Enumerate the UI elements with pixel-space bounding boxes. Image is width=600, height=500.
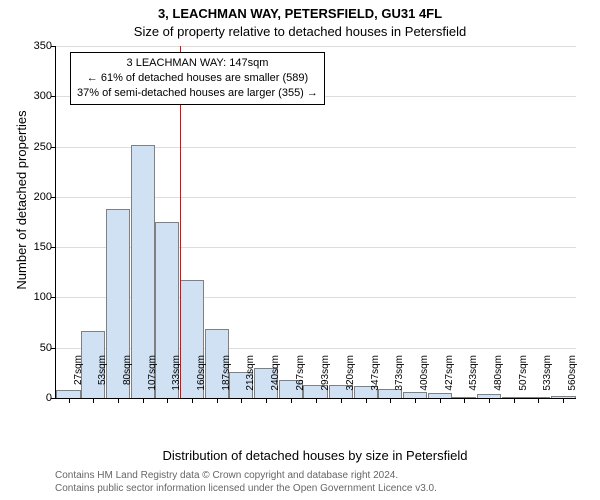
xtick-label: 320sqm xyxy=(345,355,356,405)
xtick-label: 347sqm xyxy=(370,355,381,405)
xtick-label: 80sqm xyxy=(122,355,133,405)
ytick-label: 250 xyxy=(22,141,52,153)
xtick-mark xyxy=(538,398,539,403)
xtick-mark xyxy=(514,398,515,403)
xtick-label: 160sqm xyxy=(196,355,207,405)
xtick-mark xyxy=(143,398,144,403)
xtick-mark xyxy=(316,398,317,403)
xtick-label: 373sqm xyxy=(394,355,405,405)
annotation-line: 37% of semi-detached houses are larger (… xyxy=(77,86,318,101)
ytick-label: 300 xyxy=(22,90,52,102)
xtick-mark xyxy=(366,398,367,403)
ytick-label: 100 xyxy=(22,291,52,303)
xtick-mark xyxy=(291,398,292,403)
xtick-mark xyxy=(118,398,119,403)
ytick-label: 0 xyxy=(22,392,52,404)
xtick-mark xyxy=(266,398,267,403)
xtick-label: 480sqm xyxy=(493,355,504,405)
xtick-label: 240sqm xyxy=(270,355,281,405)
xtick-label: 560sqm xyxy=(567,355,578,405)
chart-title-line2: Size of property relative to detached ho… xyxy=(0,24,600,39)
ytick-label: 350 xyxy=(22,40,52,52)
xtick-mark xyxy=(464,398,465,403)
chart-title-line1: 3, LEACHMAN WAY, PETERSFIELD, GU31 4FL xyxy=(0,6,600,21)
xtick-label: 267sqm xyxy=(295,355,306,405)
xtick-mark xyxy=(217,398,218,403)
xtick-label: 453sqm xyxy=(468,355,479,405)
xtick-label: 533sqm xyxy=(542,355,553,405)
xtick-mark xyxy=(440,398,441,403)
xtick-mark xyxy=(415,398,416,403)
ytick-label: 50 xyxy=(22,342,52,354)
xtick-mark xyxy=(489,398,490,403)
xtick-label: 293sqm xyxy=(320,355,331,405)
xtick-label: 400sqm xyxy=(419,355,430,405)
footer-line2: Contains public sector information licen… xyxy=(55,483,575,494)
xtick-label: 53sqm xyxy=(97,355,108,405)
x-axis-label: Distribution of detached houses by size … xyxy=(55,448,575,463)
ytick-label: 200 xyxy=(22,191,52,203)
xtick-label: 107sqm xyxy=(147,355,158,405)
xtick-label: 427sqm xyxy=(444,355,455,405)
xtick-label: 507sqm xyxy=(518,355,529,405)
annotation-line: ← 61% of detached houses are smaller (58… xyxy=(77,71,318,86)
xtick-mark xyxy=(69,398,70,403)
plot-area: 05010015020025030035027sqm53sqm80sqm107s… xyxy=(55,46,576,399)
xtick-mark xyxy=(341,398,342,403)
xtick-mark xyxy=(167,398,168,403)
chart-root: 3, LEACHMAN WAY, PETERSFIELD, GU31 4FL S… xyxy=(0,0,600,500)
xtick-mark xyxy=(241,398,242,403)
annotation-line: 3 LEACHMAN WAY: 147sqm xyxy=(77,56,318,71)
xtick-mark xyxy=(563,398,564,403)
xtick-label: 213sqm xyxy=(245,355,256,405)
xtick-mark xyxy=(390,398,391,403)
xtick-mark xyxy=(93,398,94,403)
xtick-mark xyxy=(192,398,193,403)
ytick-label: 150 xyxy=(22,241,52,253)
xtick-label: 187sqm xyxy=(221,355,232,405)
annotation-box: 3 LEACHMAN WAY: 147sqm← 61% of detached … xyxy=(70,52,325,105)
xtick-label: 27sqm xyxy=(73,355,84,405)
gridline xyxy=(56,46,576,47)
footer-line1: Contains HM Land Registry data © Crown c… xyxy=(55,470,575,481)
